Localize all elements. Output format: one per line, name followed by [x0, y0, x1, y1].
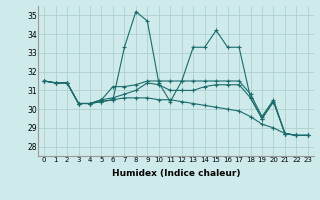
X-axis label: Humidex (Indice chaleur): Humidex (Indice chaleur) — [112, 169, 240, 178]
